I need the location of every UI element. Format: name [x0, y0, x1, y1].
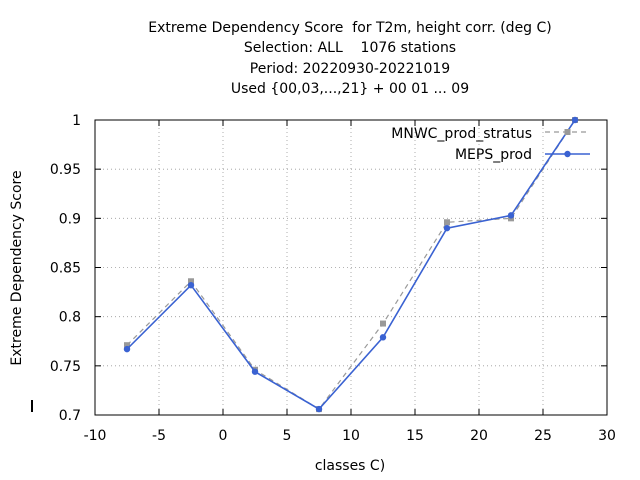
- legend-label-mnwc: MNWC_prod_stratus: [391, 126, 532, 142]
- legend-marker-mnwc: [564, 129, 571, 135]
- data-point-meps: [379, 334, 387, 341]
- data-point-meps: [571, 116, 579, 124]
- x-tick-label: -10: [84, 428, 107, 444]
- y-tick-label: 1: [72, 113, 81, 129]
- x-tick-label: 15: [406, 428, 424, 444]
- data-point-meps: [251, 368, 259, 375]
- series-line-mnwc: [126, 119, 576, 410]
- data-point-meps: [315, 405, 323, 413]
- y-tick-label: 0.75: [50, 359, 81, 375]
- data-point-mnwc: [124, 342, 130, 349]
- legend: MNWC_prod_stratus MEPS_prod: [391, 126, 590, 163]
- data-point-meps: [123, 345, 131, 353]
- x-axis-label: classes C): [315, 458, 385, 474]
- x-tick-label: 5: [283, 428, 292, 444]
- data-point-mnwc: [444, 219, 450, 226]
- x-tick-label: 10: [342, 428, 360, 444]
- chart-title-line-1: Extreme Dependency Score for T2m, height…: [148, 20, 552, 36]
- legend-marker-meps: [564, 150, 571, 158]
- axis-ticks: -10 -5 0 5 10 15 20 25 30 0.7 0.75 0.8 0.85 0.9 0.95 1: [50, 113, 616, 444]
- series-group: [123, 116, 579, 413]
- chart-title-line-4: Used {00,03,...,21} + 00 01 ... 09: [230, 81, 470, 97]
- chart-title-line-3: Period: 20220930-20221019: [249, 61, 451, 77]
- data-point-mnwc: [188, 278, 194, 285]
- chart-title-line-2: Selection: ALL 1076 stations: [243, 40, 457, 56]
- y-tick-label: 0.7: [59, 408, 81, 424]
- data-point-meps: [507, 212, 515, 219]
- y-tick-label: 0.8: [59, 310, 81, 326]
- x-tick-label: 30: [598, 428, 616, 444]
- data-point-meps: [443, 224, 451, 232]
- y-axis-label: Extreme Dependency Score: [9, 170, 25, 365]
- legend-label-meps: MEPS_prod: [455, 147, 532, 163]
- y-tick-label: 0.95: [50, 162, 81, 178]
- x-tick-label: 25: [534, 428, 552, 444]
- x-tick-label: -5: [152, 428, 166, 444]
- data-point-meps: [187, 282, 195, 289]
- y-tick-label: 0.9: [59, 211, 81, 227]
- x-tick-label: 0: [219, 428, 228, 444]
- data-point-mnwc: [380, 320, 386, 327]
- grid: [95, 120, 607, 415]
- y-tick-label: 0.85: [50, 261, 81, 277]
- series-line-meps: [126, 119, 576, 411]
- x-tick-label: 20: [470, 428, 488, 444]
